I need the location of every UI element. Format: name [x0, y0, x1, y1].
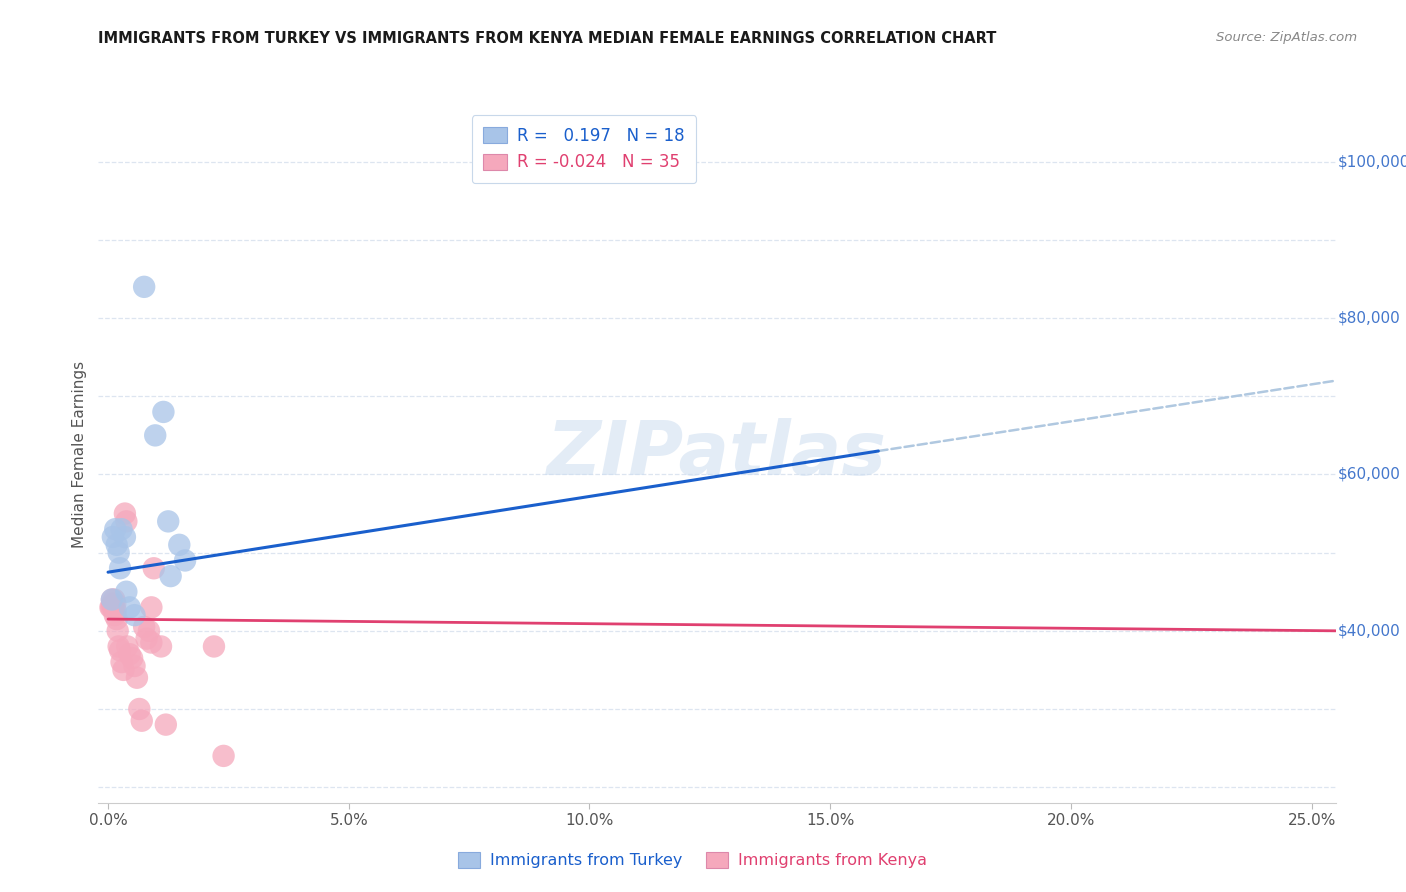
- Point: [138, 624, 160, 638]
- Point: [141, 600, 163, 615]
- Point: [104, 522, 127, 536]
- Point: [112, 663, 135, 677]
- Point: [118, 600, 141, 615]
- Point: [155, 717, 177, 731]
- Point: [107, 640, 129, 654]
- Text: Source: ZipAtlas.com: Source: ZipAtlas.com: [1216, 31, 1357, 45]
- Point: [141, 635, 163, 649]
- Point: [121, 651, 143, 665]
- Point: [125, 671, 148, 685]
- Point: [134, 280, 156, 294]
- Point: [124, 608, 146, 623]
- Point: [143, 428, 166, 442]
- Point: [115, 514, 138, 528]
- Point: [101, 592, 124, 607]
- Point: [104, 608, 127, 623]
- Point: [110, 522, 132, 536]
- Point: [104, 597, 127, 611]
- Point: [117, 640, 139, 654]
- Text: $100,000: $100,000: [1339, 154, 1406, 169]
- Point: [110, 655, 132, 669]
- Point: [107, 546, 129, 560]
- Point: [157, 514, 180, 528]
- Point: [101, 597, 124, 611]
- Text: $40,000: $40,000: [1339, 624, 1400, 639]
- Point: [114, 530, 136, 544]
- Point: [105, 538, 128, 552]
- Point: [101, 592, 124, 607]
- Point: [103, 600, 125, 615]
- Text: $80,000: $80,000: [1339, 310, 1400, 326]
- Point: [174, 553, 197, 567]
- Point: [128, 702, 150, 716]
- Point: [101, 530, 124, 544]
- Point: [124, 659, 146, 673]
- Point: [108, 561, 131, 575]
- Point: [152, 405, 174, 419]
- Text: $60,000: $60,000: [1339, 467, 1400, 482]
- Legend: Immigrants from Turkey, Immigrants from Kenya: Immigrants from Turkey, Immigrants from …: [451, 846, 934, 875]
- Point: [131, 714, 153, 728]
- Point: [135, 632, 157, 646]
- Point: [107, 624, 129, 638]
- Point: [104, 604, 127, 618]
- Y-axis label: Median Female Earnings: Median Female Earnings: [72, 361, 87, 549]
- Point: [103, 592, 125, 607]
- Point: [105, 612, 128, 626]
- Point: [159, 569, 181, 583]
- Point: [114, 507, 136, 521]
- Point: [134, 620, 156, 634]
- Point: [115, 584, 138, 599]
- Point: [118, 647, 141, 661]
- Point: [108, 643, 131, 657]
- Point: [169, 538, 191, 552]
- Point: [101, 600, 124, 615]
- Point: [100, 600, 122, 615]
- Text: IMMIGRANTS FROM TURKEY VS IMMIGRANTS FROM KENYA MEDIAN FEMALE EARNINGS CORRELATI: IMMIGRANTS FROM TURKEY VS IMMIGRANTS FRO…: [98, 31, 997, 46]
- Point: [212, 748, 235, 763]
- Text: ZIPatlas: ZIPatlas: [547, 418, 887, 491]
- Point: [142, 561, 165, 575]
- Point: [100, 600, 122, 615]
- Point: [150, 640, 173, 654]
- Point: [202, 640, 225, 654]
